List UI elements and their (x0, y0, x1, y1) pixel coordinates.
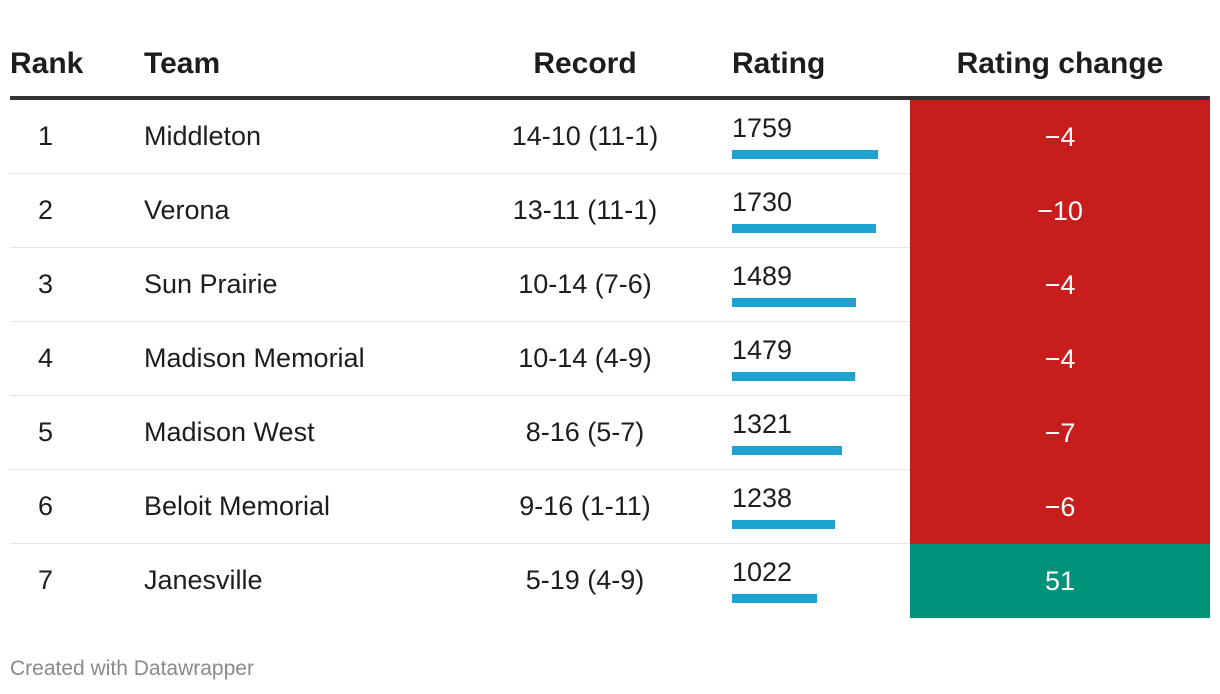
team-cell: Beloit Memorial (144, 491, 331, 521)
table-row: 3 Sun Prairie 10-14 (7-6) 1489 −4 (10, 248, 1210, 322)
rating-change-cell: −4 (910, 322, 1210, 396)
record-cell: 5-19 (4-9) (525, 565, 645, 595)
rating-bar (732, 446, 842, 455)
table-row: 6 Beloit Memorial 9-16 (1-11) 1238 −6 (10, 470, 1210, 544)
team-cell: Middleton (144, 121, 262, 151)
table-row: 1 Middleton 14-10 (11-1) 1759 −4 (10, 100, 1210, 174)
table-row: 2 Verona 13-11 (11-1) 1730 −10 (10, 174, 1210, 248)
header-team: Team (144, 47, 221, 80)
header-rating-change: Rating change (956, 47, 1164, 80)
rating-bar (732, 372, 855, 381)
record-cell: 8-16 (5-7) (525, 417, 645, 447)
rating-bar (732, 224, 876, 233)
header-rating: Rating (732, 47, 826, 80)
rating-change-cell: 51 (910, 544, 1210, 618)
rating-bar (732, 150, 878, 159)
rating-change-cell: −6 (910, 470, 1210, 544)
team-cell: Janesville (144, 565, 263, 595)
rating-change-cell: −10 (910, 174, 1210, 248)
rating-value: 1238 (732, 483, 793, 513)
table-row: 7 Janesville 5-19 (4-9) 1022 51 (10, 544, 1210, 618)
footer-credit: Created with Datawrapper (10, 657, 254, 680)
rating-bar (732, 520, 835, 529)
record-cell: 13-11 (11-1) (512, 195, 658, 225)
ratings-table: Rank Team Record Rating Rating change 1 M… (10, 28, 1210, 618)
rating-change-cell: −7 (910, 396, 1210, 470)
table-body: 1 Middleton 14-10 (11-1) 1759 −4 2 Verona 13-11… (10, 100, 1210, 618)
rating-value: 1479 (732, 335, 793, 365)
table-header: Rank Team Record Rating Rating change (10, 28, 1210, 100)
rank-cell: 6 (38, 491, 54, 521)
table-row: 4 Madison Memorial 10-14 (4-9) 1479 −4 (10, 322, 1210, 396)
rating-bar (732, 594, 817, 603)
rank-cell: 1 (38, 121, 54, 151)
record-cell: 10-14 (4-9) (518, 343, 652, 373)
header-rank: Rank (10, 47, 84, 80)
header-record: Record (533, 47, 637, 80)
rank-cell: 5 (38, 417, 54, 447)
table-row: 5 Madison West 8-16 (5-7) 1321 −7 (10, 396, 1210, 470)
rating-value: 1022 (732, 557, 793, 587)
rating-value: 1321 (732, 409, 793, 439)
rating-change-cell: −4 (910, 248, 1210, 322)
record-cell: 14-10 (11-1) (511, 121, 659, 151)
record-cell: 9-16 (1-11) (519, 491, 651, 521)
rating-change-cell: −4 (910, 100, 1210, 174)
rank-cell: 3 (38, 269, 54, 299)
record-cell: 10-14 (7-6) (518, 269, 652, 299)
rating-value: 1489 (732, 261, 793, 291)
rating-value: 1730 (732, 187, 793, 217)
team-cell: Madison Memorial (144, 343, 365, 373)
team-cell: Verona (144, 195, 230, 225)
rank-cell: 2 (38, 195, 54, 225)
rank-cell: 4 (38, 343, 54, 373)
team-cell: Madison West (144, 417, 315, 447)
rating-bar (732, 298, 856, 307)
team-cell: Sun Prairie (144, 269, 278, 299)
rating-value: 1759 (732, 113, 793, 143)
rank-cell: 7 (38, 565, 54, 595)
